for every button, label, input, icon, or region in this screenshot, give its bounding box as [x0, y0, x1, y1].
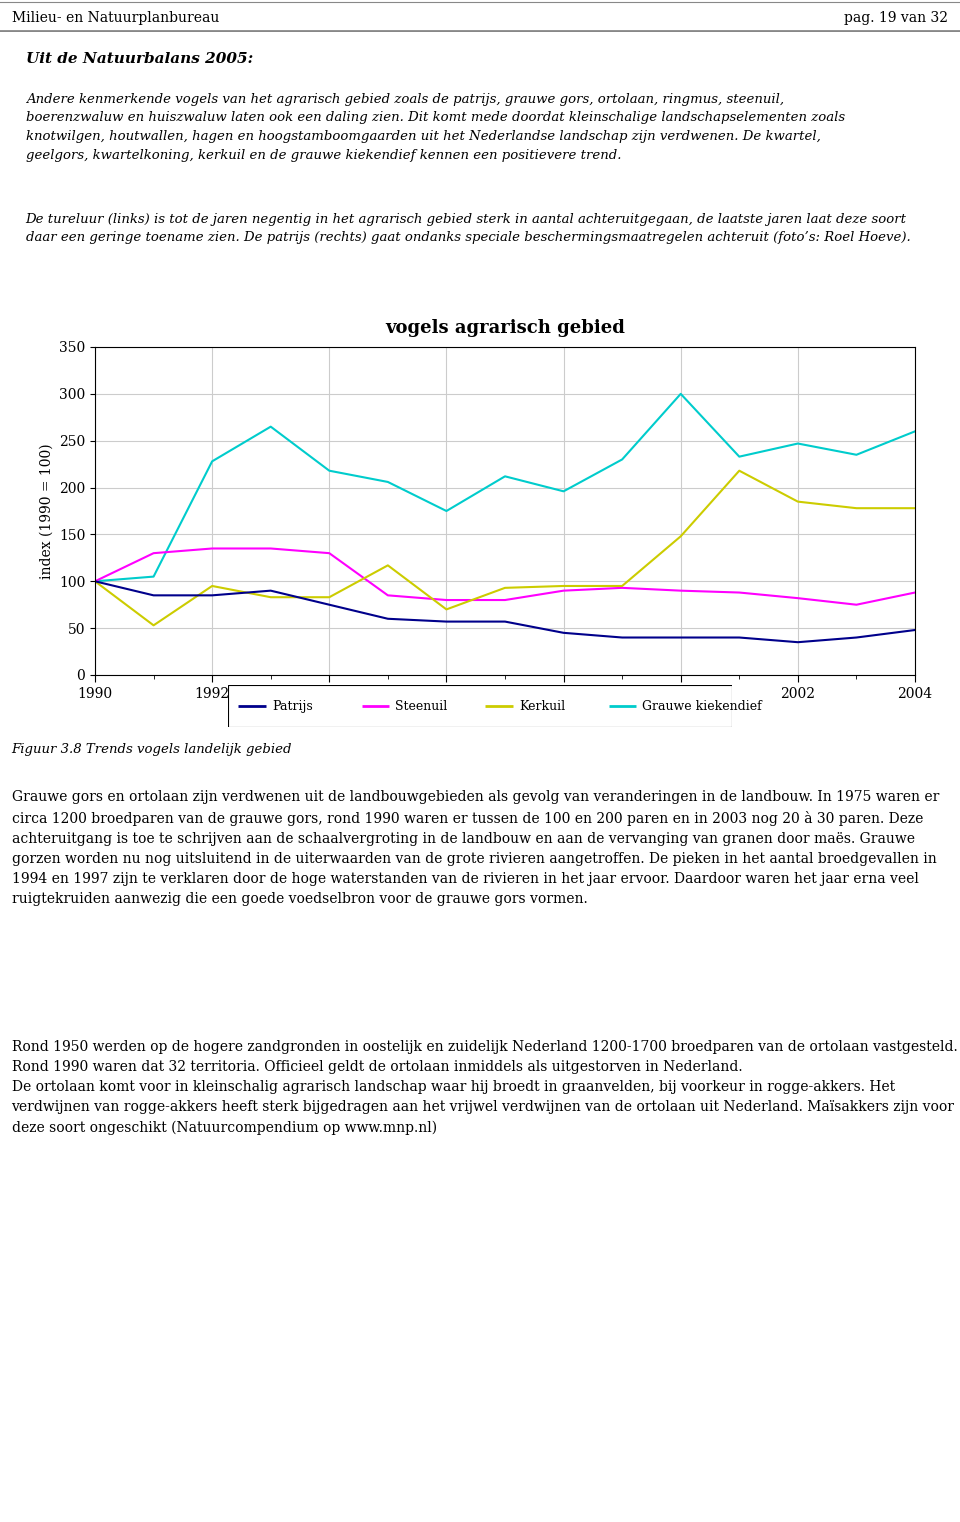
Text: pag. 19 van 32: pag. 19 van 32: [845, 11, 948, 24]
Text: De tureluur (links) is tot de jaren negentig in het agrarisch gebied sterk in aa: De tureluur (links) is tot de jaren nege…: [26, 213, 910, 245]
Text: Kerkuil: Kerkuil: [518, 700, 564, 712]
Text: Andere kenmerkende vogels van het agrarisch gebied zoals de patrijs, grauwe gors: Andere kenmerkende vogels van het agrari…: [26, 93, 845, 161]
Text: Grauwe kiekendief: Grauwe kiekendief: [642, 700, 762, 712]
Text: Uit de Natuurbalans 2005:: Uit de Natuurbalans 2005:: [26, 52, 252, 65]
Text: Milieu- en Natuurplanbureau: Milieu- en Natuurplanbureau: [12, 11, 219, 24]
Text: Rond 1950 werden op de hogere zandgronden in oostelijk en zuidelijk Nederland 12: Rond 1950 werden op de hogere zandgronde…: [12, 1040, 957, 1135]
Text: Figuur 3.8 Trends vogels landelijk gebied: Figuur 3.8 Trends vogels landelijk gebie…: [12, 743, 292, 755]
Text: Patrijs: Patrijs: [272, 700, 313, 712]
Y-axis label: index (1990 = 100): index (1990 = 100): [39, 443, 54, 578]
Text: Grauwe gors en ortolaan zijn verdwenen uit de landbouwgebieden als gevolg van ve: Grauwe gors en ortolaan zijn verdwenen u…: [12, 790, 939, 906]
FancyBboxPatch shape: [228, 685, 732, 728]
Title: vogels agrarisch gebied: vogels agrarisch gebied: [385, 320, 625, 336]
Text: Steenuil: Steenuil: [396, 700, 447, 712]
